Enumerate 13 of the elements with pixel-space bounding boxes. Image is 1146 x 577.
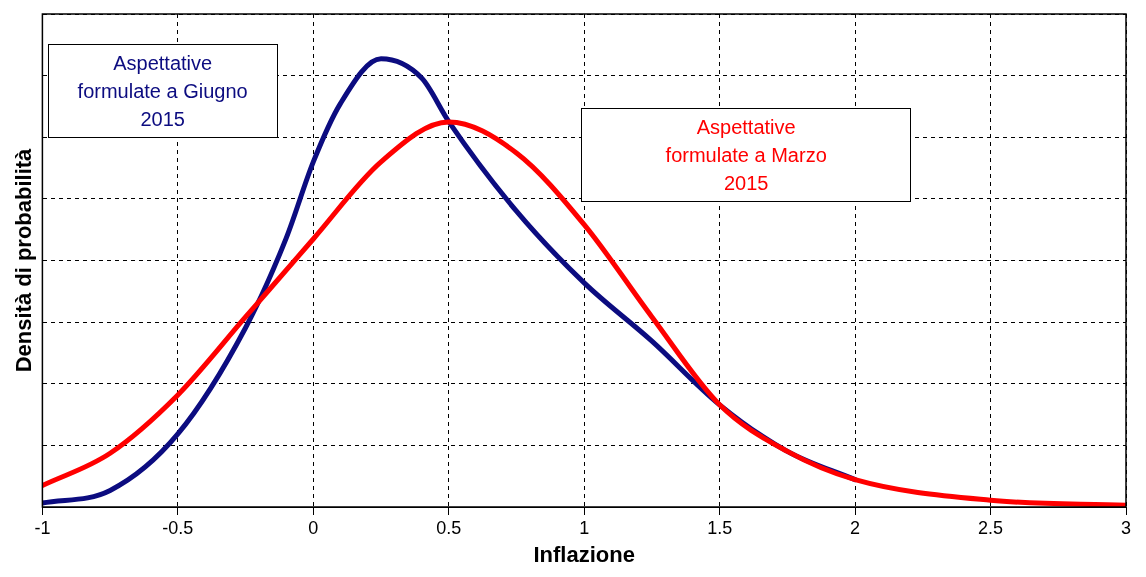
text-box: Aspettative formulate a Marzo 2015 xyxy=(580,107,912,202)
x-tick-label: 2 xyxy=(850,517,861,538)
text-box: Aspettative formulate a Giugno 2015 xyxy=(47,43,278,138)
x-tick-label: 0.5 xyxy=(436,517,462,538)
x-tick-label: 3 xyxy=(1120,517,1132,538)
x-tick-label: -1 xyxy=(34,517,51,538)
x-tick-label: 1 xyxy=(579,517,590,538)
x-tick-label: -0.5 xyxy=(162,517,194,538)
y-axis-title: Densità di probabilità xyxy=(11,147,37,373)
x-tick-label: 1.5 xyxy=(707,517,733,538)
x-tick-label: 0 xyxy=(308,517,319,538)
x-tick-label: 2.5 xyxy=(978,517,1004,538)
x-axis-title: Inflazione xyxy=(533,541,635,567)
